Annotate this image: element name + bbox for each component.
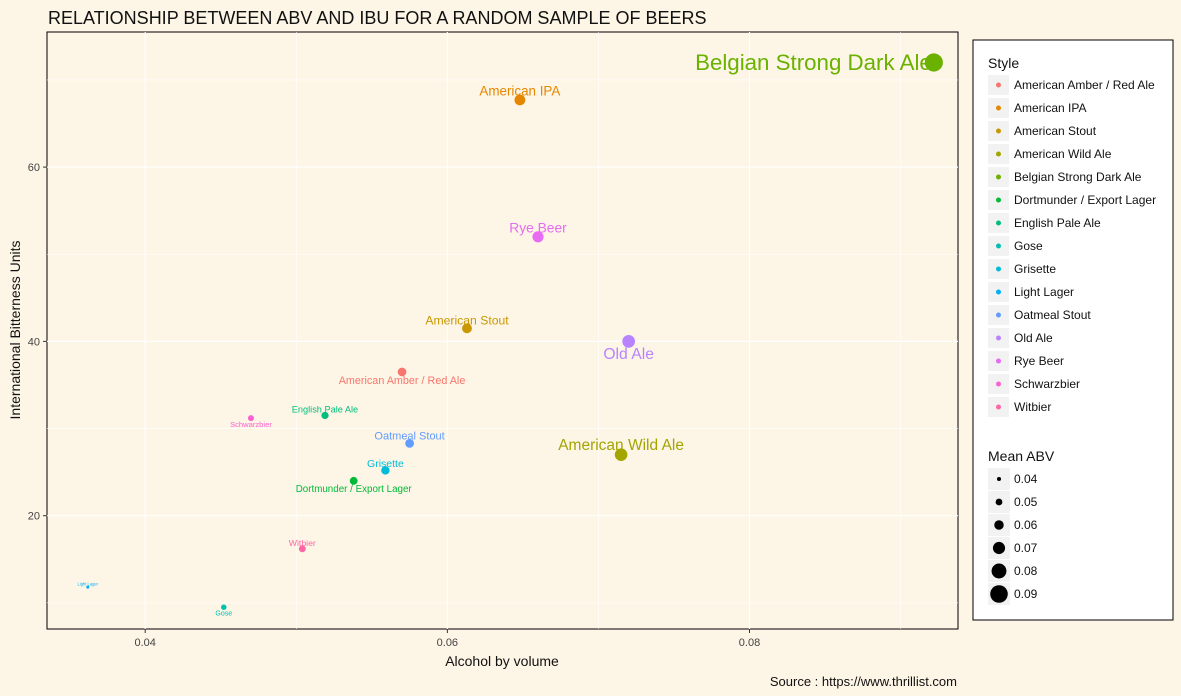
legend-style-title: Style	[988, 55, 1019, 71]
legend-label: English Pale Ale	[1014, 216, 1101, 230]
legend-label: American IPA	[1014, 101, 1086, 115]
legend-label: Rye Beer	[1014, 354, 1064, 368]
point-label: Witbier	[289, 538, 316, 548]
data-point	[622, 335, 636, 348]
axes: 0.04 0.06 0.08 20 40 60	[28, 162, 760, 649]
data-point	[221, 604, 227, 610]
size-key-dot	[992, 541, 1006, 555]
point-label: English Pale Ale	[292, 404, 358, 414]
gridlines	[47, 32, 958, 629]
legend-key-dot	[996, 266, 1001, 272]
size-legend-label: 0.04	[1014, 472, 1038, 486]
size-key-dot	[991, 563, 1007, 579]
x-axis-title: Alcohol by volume	[445, 653, 559, 669]
x-tick-label: 0.08	[739, 637, 760, 649]
point-label: American Amber / Red Ale	[339, 375, 466, 387]
source-caption: Source : https://www.thrillist.com	[770, 674, 957, 689]
data-point	[381, 466, 390, 475]
legend-key-dot	[996, 312, 1001, 318]
legend-label: Witbier	[1014, 400, 1051, 414]
y-tick-label: 40	[28, 336, 40, 348]
size-legend-label: 0.07	[1014, 541, 1038, 555]
legend-key-dot	[996, 381, 1001, 387]
size-key-dot	[996, 476, 1002, 482]
y-tick-label: 20	[28, 511, 40, 523]
size-legend-label: 0.06	[1014, 518, 1038, 532]
size-legend-label: 0.08	[1014, 564, 1038, 578]
point-label: Gose	[215, 610, 232, 617]
legend-key-dot	[996, 404, 1001, 410]
legend-key-dot	[996, 358, 1001, 364]
point-label: Schwarzbier	[230, 420, 272, 429]
legend-label: Oatmeal Stout	[1014, 308, 1091, 322]
legend-size-title: Mean ABV	[988, 448, 1055, 464]
data-point	[397, 367, 407, 377]
size-key-dot	[990, 585, 1008, 603]
data-point	[321, 411, 329, 420]
legend-label: American Wild Ale	[1014, 147, 1112, 161]
data-points	[86, 53, 943, 610]
size-key-dot	[994, 520, 1004, 530]
legend-key-dot	[996, 105, 1001, 111]
point-label: Light Lager	[78, 581, 99, 586]
point-label: Dortmunder / Export Lager	[296, 484, 413, 495]
size-legend: 0.04 0.05 0.06 0.07 0.08 0.09	[988, 468, 1038, 605]
legend-label: Old Ale	[1014, 331, 1053, 345]
legend-key-dot	[996, 289, 1001, 295]
size-key-dot	[995, 498, 1003, 506]
point-label: Grisette	[367, 458, 404, 470]
legend-label: American Stout	[1014, 124, 1097, 138]
data-point	[86, 585, 90, 589]
x-tick-label: 0.04	[134, 637, 155, 649]
legend-label: Light Lager	[1014, 285, 1074, 299]
style-legend: American Amber / Red Ale American IPA Amer…	[988, 75, 1156, 417]
legend-label: Grisette	[1014, 262, 1056, 276]
legend-label: Belgian Strong Dark Ale	[1014, 170, 1142, 184]
data-point	[614, 448, 628, 461]
legend-key-dot	[996, 243, 1001, 249]
legend-key-dot	[996, 335, 1001, 341]
legend-label: Dortmunder / Export Lager	[1014, 193, 1156, 207]
data-point	[298, 545, 306, 553]
data-point	[247, 415, 254, 422]
size-legend-label: 0.09	[1014, 587, 1038, 601]
legend-key-dot	[996, 197, 1001, 203]
legend-key-dot	[996, 220, 1001, 226]
x-tick-label: 0.06	[437, 637, 458, 649]
data-point	[924, 53, 943, 72]
point-label: American Wild Ale	[558, 437, 684, 454]
data-point	[514, 94, 526, 106]
y-axis-title: International Bitterness Units	[7, 241, 23, 420]
y-tick-label: 60	[28, 162, 40, 174]
legend-label: Schwarzbier	[1014, 377, 1080, 391]
data-point	[349, 476, 358, 485]
legend-key-dot	[996, 174, 1001, 180]
data-point	[405, 438, 414, 448]
data-point	[532, 231, 544, 243]
point-label: Oatmeal Stout	[374, 431, 444, 443]
size-legend-label: 0.05	[1014, 495, 1038, 509]
point-label: American IPA	[479, 84, 560, 99]
point-label: Old Ale	[603, 346, 654, 363]
point-labels: American Amber / Red Ale American IPA Amer…	[78, 50, 932, 618]
legend-key-dot	[996, 128, 1001, 134]
legend-key-dot	[996, 82, 1001, 88]
legend-key-dot	[996, 151, 1001, 157]
point-label: Belgian Strong Dark Ale	[695, 50, 932, 75]
legend-label: American Amber / Red Ale	[1014, 78, 1155, 92]
point-label: Rye Beer	[509, 220, 567, 235]
chart-title: RELATIONSHIP BETWEEN ABV AND IBU FOR A R…	[48, 8, 707, 28]
point-label: American Stout	[425, 313, 509, 327]
plot-panel	[46, 31, 959, 630]
legend-label: Gose	[1014, 239, 1043, 253]
data-point	[462, 323, 472, 334]
